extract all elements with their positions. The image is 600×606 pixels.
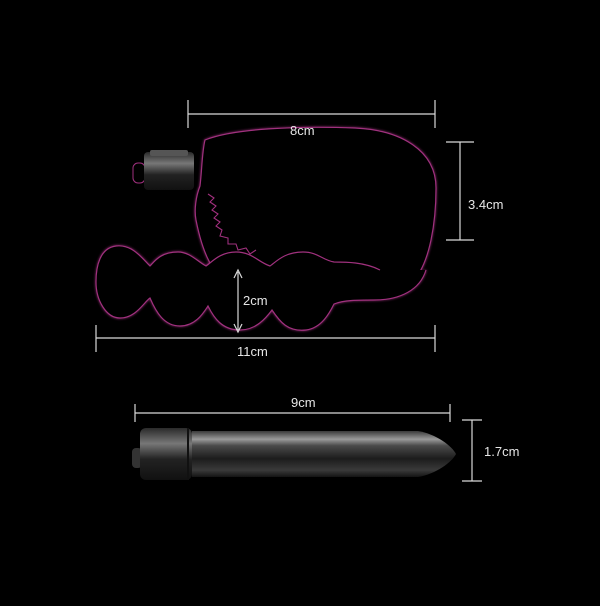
small-bullet-cap xyxy=(133,150,194,190)
label-top-height: 3.4cm xyxy=(468,197,503,213)
label-total-length: 11cm xyxy=(237,344,268,360)
label-bullet-length: 9cm xyxy=(291,395,316,411)
label-bullet-diameter: 1.7cm xyxy=(484,444,519,460)
label-bead-diameter: 2cm xyxy=(243,293,268,309)
label-top-width: 8cm xyxy=(290,123,315,139)
dimension-bullet-diameter xyxy=(462,420,482,481)
dimension-top-height xyxy=(446,142,474,240)
bullet-vibrator xyxy=(132,428,456,480)
